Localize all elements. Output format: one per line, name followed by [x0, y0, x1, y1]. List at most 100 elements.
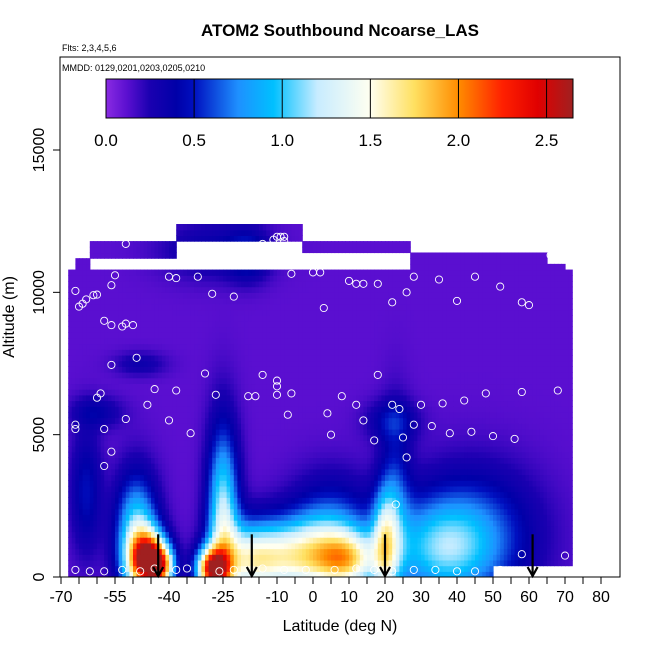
heatmap-cell — [111, 417, 116, 424]
heatmap-cell — [309, 451, 314, 459]
heatmap-cell — [316, 400, 321, 407]
heatmap-cell — [291, 520, 296, 527]
heatmap-cell — [111, 320, 116, 328]
heatmap-cell — [140, 411, 145, 419]
heatmap-cell — [75, 411, 80, 419]
heatmap-cell — [190, 417, 195, 424]
heatmap-cell — [86, 269, 91, 276]
heatmap-cell — [226, 508, 231, 515]
heatmap-cell — [316, 406, 321, 413]
heatmap-cell — [255, 514, 260, 521]
heatmap-cell — [367, 377, 372, 385]
heatmap-cell — [223, 468, 228, 476]
heatmap-cell — [169, 275, 174, 282]
heatmap-cell — [367, 440, 372, 447]
heatmap-cell — [208, 326, 213, 333]
heatmap-cell — [107, 423, 112, 430]
heatmap-cell — [323, 440, 328, 447]
heatmap-cell — [334, 417, 339, 424]
heatmap-cell — [237, 508, 242, 515]
heatmap-cell — [331, 440, 336, 447]
heatmap-cell — [143, 457, 148, 464]
heatmap-cell — [143, 360, 148, 367]
heatmap-cell — [158, 343, 163, 350]
heatmap-cell — [269, 229, 274, 236]
heatmap-cell — [266, 320, 271, 328]
heatmap-cell — [298, 406, 303, 413]
heatmap-cell — [190, 434, 195, 441]
heatmap-cell — [154, 377, 159, 385]
heatmap-cell — [277, 451, 282, 459]
heatmap-cell — [277, 298, 282, 305]
heatmap-cell — [82, 423, 87, 430]
heatmap-cell — [79, 446, 84, 453]
heatmap-cell — [187, 428, 192, 436]
heatmap-cell — [133, 428, 138, 436]
heatmap-cell — [273, 275, 278, 282]
heatmap-cell — [284, 377, 289, 385]
heatmap-cell — [205, 280, 210, 288]
heatmap-cell — [269, 468, 274, 476]
heatmap-cell — [269, 451, 274, 459]
heatmap-cell — [363, 332, 368, 339]
heatmap-cell — [309, 485, 314, 493]
heatmap-cell — [316, 332, 321, 339]
heatmap-cell — [305, 451, 310, 459]
heatmap-cell — [309, 491, 314, 498]
heatmap-cell — [129, 241, 134, 248]
heatmap-cell — [151, 451, 156, 459]
heatmap-cell — [79, 428, 84, 436]
heatmap-cell — [75, 434, 80, 441]
heatmap-cell — [287, 485, 292, 493]
heatmap-cell — [197, 485, 202, 493]
heatmap-cell — [334, 332, 339, 339]
heatmap-cell — [230, 428, 235, 436]
heatmap-cell — [230, 542, 235, 550]
heatmap-cell — [93, 275, 98, 282]
heatmap-cell — [89, 446, 94, 453]
heatmap-cell — [295, 354, 300, 362]
heatmap-cell — [320, 389, 325, 396]
heatmap-cell — [291, 292, 296, 299]
heatmap-cell — [277, 406, 282, 413]
heatmap-cell — [349, 366, 354, 373]
heatmap-cell — [179, 366, 184, 373]
heatmap-cell — [302, 497, 307, 504]
heatmap-cell — [79, 394, 84, 402]
heatmap-cell — [201, 360, 206, 367]
heatmap-cell — [133, 394, 138, 402]
heatmap-cell — [79, 332, 84, 339]
heatmap-cell — [359, 298, 364, 305]
heatmap-cell — [129, 332, 134, 339]
heatmap-cell — [158, 360, 163, 367]
heatmap-cell — [359, 383, 364, 390]
heatmap-cell — [251, 286, 256, 293]
heatmap-cell — [190, 229, 195, 236]
heatmap-cell — [295, 383, 300, 390]
heatmap-cell — [226, 235, 231, 242]
heatmap-cell — [165, 440, 170, 447]
heatmap-cell — [197, 491, 202, 498]
heatmap-cell — [107, 480, 112, 487]
heatmap-cell — [129, 537, 134, 544]
heatmap-cell — [190, 559, 195, 567]
heatmap-cell — [367, 457, 372, 464]
heatmap-cell — [223, 434, 228, 441]
heatmap-cell — [316, 520, 321, 527]
heatmap-cell — [302, 269, 307, 276]
heatmap-cell — [75, 315, 80, 322]
heatmap-cell — [345, 303, 350, 311]
heatmap-cell — [381, 542, 386, 550]
heatmap-cell — [262, 548, 267, 555]
heatmap-cell — [295, 389, 300, 396]
heatmap-cell — [71, 309, 76, 316]
heatmap-cell — [154, 246, 159, 254]
heatmap-cell — [226, 309, 231, 316]
heatmap-cell — [244, 474, 249, 481]
heatmap-cell — [359, 537, 364, 544]
heatmap-cell — [136, 423, 141, 430]
heatmap-cell — [97, 343, 102, 350]
heatmap-cell — [215, 303, 220, 311]
heatmap-cell — [316, 485, 321, 493]
heatmap-cell — [122, 292, 127, 299]
